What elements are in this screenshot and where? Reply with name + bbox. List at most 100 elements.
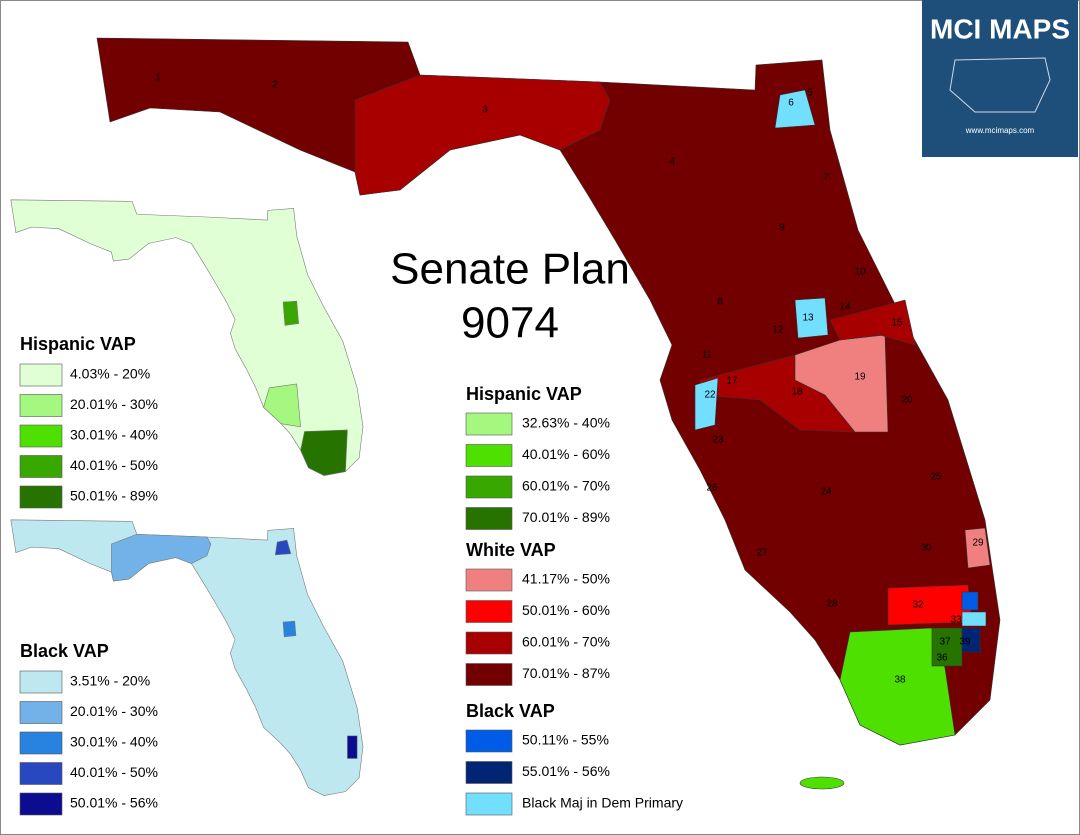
district-shape bbox=[829, 299, 916, 346]
logo: MCI MAPS www.mcimaps.com bbox=[922, 0, 1078, 157]
legend-swatch bbox=[19, 363, 63, 387]
inset-black bbox=[10, 519, 364, 796]
legend-label: 40.01% - 50% bbox=[70, 764, 158, 780]
district-shape bbox=[961, 627, 981, 653]
legend-swatch bbox=[19, 424, 63, 448]
legend-label: 50.01% - 60% bbox=[522, 602, 610, 618]
legend-label: 4.03% - 20% bbox=[70, 366, 150, 382]
district-label: 10 bbox=[854, 267, 866, 278]
keys bbox=[799, 776, 845, 790]
legend-label: Black Maj in Dem Primary bbox=[522, 795, 683, 811]
district-label: 28 bbox=[826, 599, 838, 610]
legend-label: 50.01% - 56% bbox=[70, 795, 158, 811]
legend-swatch bbox=[19, 792, 63, 816]
district-label: 18 bbox=[791, 387, 803, 398]
legends: Hispanic VAP 32.63% - 40% 40.01% - 60% 60.0… bbox=[19, 334, 683, 816]
district-label: 4 bbox=[669, 157, 675, 168]
inset-district bbox=[347, 735, 358, 759]
district-shape bbox=[354, 74, 611, 196]
inset-hispanic bbox=[10, 199, 364, 476]
legend-swatch bbox=[465, 507, 513, 530]
legend-label: 70.01% - 87% bbox=[522, 665, 610, 681]
district-label: 30 bbox=[920, 543, 932, 554]
district-label: 23 bbox=[712, 435, 724, 446]
legend-label: 55.01% - 56% bbox=[522, 763, 610, 779]
legend-heading: Black VAP bbox=[20, 641, 109, 661]
legend-label: 32.63% - 40% bbox=[522, 415, 610, 431]
district-shape bbox=[964, 527, 991, 569]
inset-district bbox=[300, 429, 348, 476]
district-shape bbox=[931, 627, 963, 667]
inset-district bbox=[111, 533, 212, 582]
district-label: 14 bbox=[839, 302, 851, 313]
legend-heading: White VAP bbox=[466, 540, 556, 560]
district-label: 3 bbox=[482, 105, 488, 116]
district-label: 12 bbox=[772, 325, 784, 336]
legend-label: 60.01% - 70% bbox=[522, 634, 610, 650]
legend-label: 20.01% - 30% bbox=[70, 396, 158, 412]
district-label: 22 bbox=[704, 390, 716, 401]
district-label: 15 bbox=[891, 318, 903, 329]
legend-swatch bbox=[465, 412, 513, 436]
legend-swatch bbox=[19, 762, 63, 785]
legend-swatch bbox=[465, 475, 513, 499]
district-label: 25 bbox=[930, 472, 942, 483]
legend-label: 30.01% - 40% bbox=[70, 427, 158, 443]
legend-swatch bbox=[465, 444, 513, 467]
legend-heading: Hispanic VAP bbox=[20, 334, 136, 354]
inset-district bbox=[282, 300, 299, 326]
district-label: 11 bbox=[702, 350, 713, 361]
district-label: 20 bbox=[901, 395, 913, 406]
legend-swatch bbox=[465, 761, 513, 784]
legend-swatch bbox=[465, 600, 513, 623]
logo-url: www.mcimaps.com bbox=[965, 126, 1035, 135]
district-label: 13 bbox=[802, 313, 814, 324]
district-label: 38 bbox=[894, 675, 906, 686]
legend-heading: Hispanic VAP bbox=[466, 384, 582, 404]
district-label: 24 bbox=[820, 487, 832, 498]
district-label: 6 bbox=[788, 98, 794, 109]
title: Senate Plan bbox=[390, 245, 630, 294]
legend-swatch bbox=[19, 670, 63, 694]
legend-swatch bbox=[19, 394, 63, 417]
legend-label: 40.01% - 60% bbox=[522, 446, 610, 462]
main-map bbox=[96, 37, 1001, 790]
inset-district bbox=[282, 620, 297, 638]
district-shape bbox=[794, 297, 829, 339]
district-label: 27 bbox=[756, 548, 768, 559]
district-label: 36 bbox=[936, 653, 948, 664]
district-shape bbox=[774, 89, 816, 129]
legend-swatch bbox=[19, 731, 63, 755]
legend-swatch bbox=[19, 455, 63, 478]
legend-label: 50.11% - 55% bbox=[522, 732, 609, 748]
district-label: 32 bbox=[912, 600, 924, 611]
legend-heading: Black VAP bbox=[466, 701, 555, 721]
legend-swatch bbox=[19, 485, 63, 509]
district-shape bbox=[961, 591, 979, 611]
legend-label: 3.51% - 20% bbox=[70, 673, 150, 689]
district-labels: 1234567891011121314151718192022232425262… bbox=[155, 73, 984, 686]
district-label: 26 bbox=[706, 483, 718, 494]
legend-label: 20.01% - 30% bbox=[70, 703, 158, 719]
district-shape bbox=[961, 611, 987, 627]
district-shape bbox=[694, 377, 719, 431]
inset-district bbox=[274, 539, 292, 556]
legend-swatch bbox=[465, 729, 513, 753]
district-label: 2 bbox=[272, 80, 278, 91]
district-label: 33 bbox=[950, 615, 962, 626]
district-label: 17 bbox=[726, 376, 738, 387]
district-label: 37 bbox=[939, 637, 951, 648]
title: 9074 bbox=[461, 299, 559, 348]
legend-label: 40.01% - 50% bbox=[70, 457, 158, 473]
legend-swatch bbox=[465, 631, 513, 655]
district-label: 19 bbox=[854, 372, 866, 383]
legend-label: 30.01% - 40% bbox=[70, 734, 158, 750]
legend-label: 50.01% - 89% bbox=[70, 488, 158, 504]
district-label: 29 bbox=[972, 538, 984, 549]
logo-name: MCI MAPS bbox=[930, 13, 1070, 44]
district-label: 5 bbox=[807, 88, 813, 99]
legend-label: 60.01% - 70% bbox=[522, 478, 610, 494]
legend-label: 41.17% - 50% bbox=[522, 571, 610, 587]
legend-swatch bbox=[465, 792, 513, 816]
